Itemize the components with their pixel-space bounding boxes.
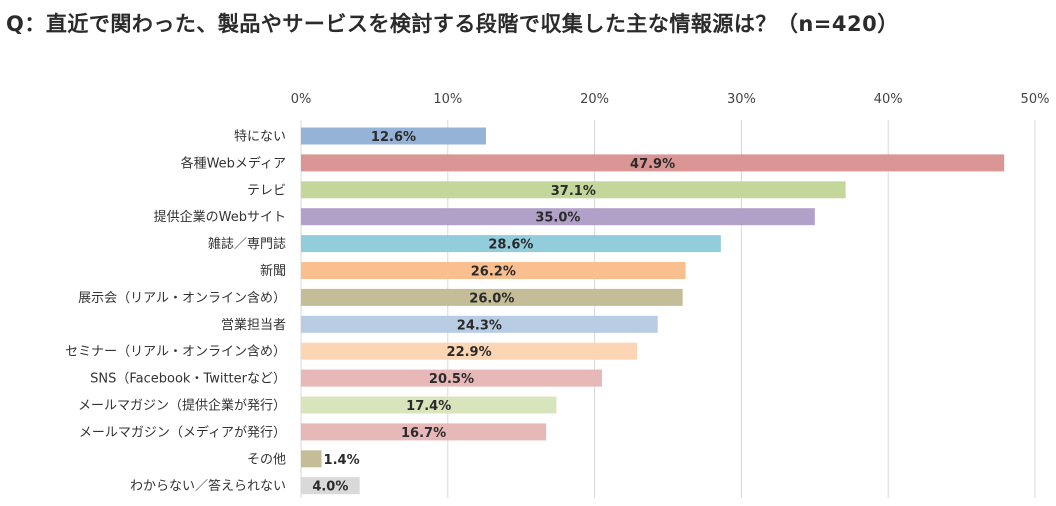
category-label-12: その他 [247,452,286,467]
bar-7 [301,315,658,333]
category-label-5: 新聞 [260,263,286,279]
bar-6 [301,288,683,306]
category-label-7: 営業担当者 [221,317,286,333]
category-label-6: 展示会（リアル・オンライン含め） [78,290,286,306]
data-label-2: 37.1% [551,184,596,199]
bar-13 [301,477,360,495]
data-label-13: 4.0% [312,480,348,495]
data-label-6: 26.0% [469,291,514,306]
category-label-9: SNS（Facebook・Twitterなど） [90,372,286,387]
bar-12 [301,450,322,468]
data-label-1: 47.9% [630,157,675,172]
tick-label-10: 10% [433,92,462,107]
category-labels: 特にない各種Webメディアテレビ提供企業のWebサイト雑誌／専門誌新聞展示会（リ… [65,130,286,495]
category-label-3: 提供企業のWebサイト [154,209,286,225]
bar-5 [301,262,686,279]
data-label-4: 28.6% [488,238,533,253]
data-label-12: 1.4% [324,453,360,468]
data-label-3: 35.0% [535,211,580,226]
category-label-0: 特にない [234,130,286,145]
category-label-2: テレビ [247,183,286,198]
data-label-9: 20.5% [429,372,474,387]
tick-label-0: 0% [291,92,312,107]
bar-8 [301,342,638,360]
bar-0 [301,127,486,145]
tick-label-40: 40% [874,92,903,107]
tick-label-50: 50% [1021,92,1050,107]
data-labels: 12.6% 47.9% 37.1% 35.0%28.6% 26.2% 26.0% 24.3%… [312,130,675,495]
bar-4 [301,235,721,253]
category-label-11: メールマガジン（メディアが発行） [79,424,286,440]
category-label-10: メールマガジン（提供企業が発行） [78,398,286,414]
data-label-11: 16.7% [401,426,446,441]
gridlines [300,120,1036,498]
data-label-0: 12.6% [371,130,416,145]
bar-2 [301,181,846,199]
data-label-5: 26.2% [471,265,516,280]
category-label-4: 雑誌／専門誌 [208,236,286,252]
data-label-7: 24.3% [457,318,502,333]
category-label-13: わからない／答えられない [130,478,286,494]
bar-9 [301,369,602,387]
data-label-8: 22.9% [447,345,492,360]
bar-11 [301,423,547,441]
x-axis-ticks: 0% 10% 20% 30% 40% 50% [291,92,1050,107]
chart-title: Q：直近で関わった、製品やサービスを検討する段階で収集した主な情報源は？（n=4… [6,12,899,36]
bar-10 [301,396,557,414]
tick-label-20: 20% [580,92,609,107]
category-label-8: セミナー（リアル・オンライン含め） [65,344,286,360]
tick-label-30: 30% [727,92,756,107]
bar-1 [301,154,1005,172]
data-label-10: 17.4% [406,399,451,414]
bars [301,127,1005,495]
bar-3 [301,208,815,226]
category-label-1: 各種Webメディア [181,155,286,171]
